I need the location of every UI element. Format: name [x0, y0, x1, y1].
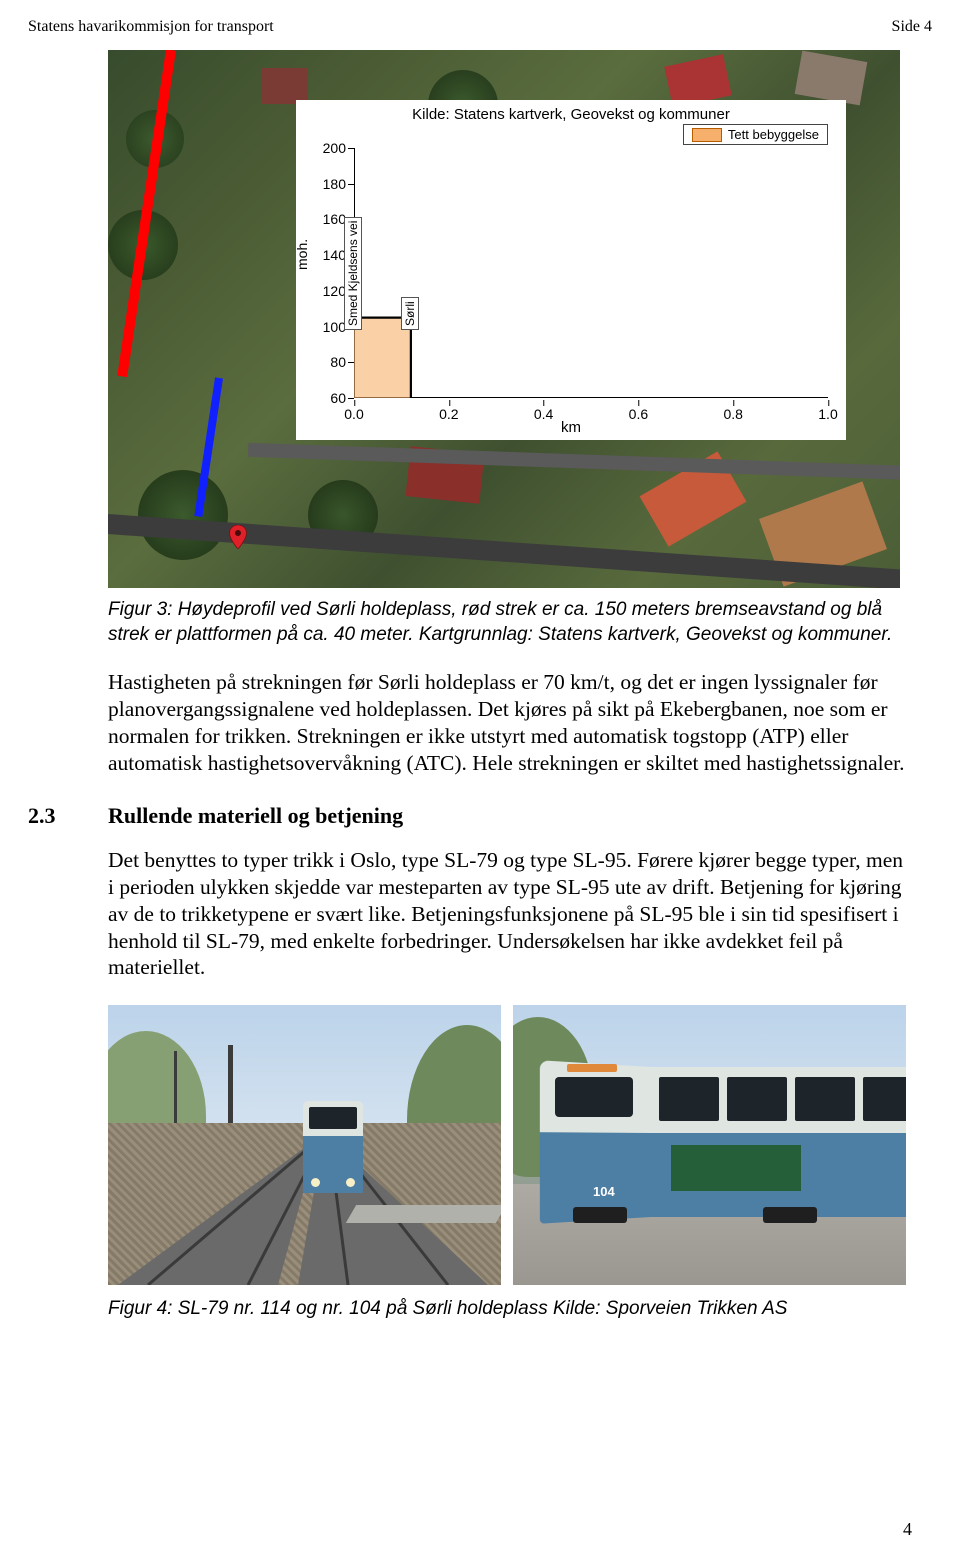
y-tick: 140 [314, 247, 346, 263]
chart-ylabel: moh. [294, 239, 310, 270]
x-tick: 0.0 [344, 406, 363, 422]
chart-xlabel: km [296, 419, 846, 436]
aerial-roof [262, 68, 308, 104]
legend-swatch [692, 128, 722, 142]
x-tick: 0.2 [439, 406, 458, 422]
aerial-map: Kilde: Statens kartverk, Geovekst og kom… [108, 50, 900, 588]
content: Kilde: Statens kartverk, Geovekst og kom… [28, 50, 932, 1322]
header-left: Statens havarikommisjon for transport [28, 18, 274, 36]
chart-legend: Tett bebyggelse [683, 124, 828, 145]
x-tick: 0.6 [629, 406, 648, 422]
figure-3: Kilde: Statens kartverk, Geovekst og kom… [108, 50, 906, 647]
tram-photo-right: 104 [513, 1005, 906, 1285]
tram-photo-left [108, 1005, 501, 1285]
aerial-road [248, 443, 900, 481]
x-tick: 1.0 [818, 406, 837, 422]
paragraph-rolling-stock: Det benyttes to typer trikk i Oslo, type… [108, 847, 906, 981]
y-tick: 100 [314, 319, 346, 335]
paragraph-speed-segment: Hastigheten på strekningen før Sørli hol… [108, 669, 906, 777]
y-tick: 120 [314, 283, 346, 299]
tram-number: 104 [593, 1184, 615, 1199]
y-tick: 180 [314, 176, 346, 192]
map-pin-icon [226, 525, 250, 549]
plot-area: 60801001201401601802000.00.20.40.60.81.0… [354, 148, 828, 398]
page: Statens havarikommisjon for transport Si… [0, 0, 960, 1554]
chart-title: Kilde: Statens kartverk, Geovekst og kom… [296, 106, 846, 123]
header-right: Side 4 [892, 18, 932, 36]
x-tick: 0.4 [534, 406, 553, 422]
figure-3-caption: Figur 3: Høydeprofil ved Sørli holdeplas… [108, 598, 906, 647]
ad-panel [671, 1145, 801, 1191]
bogie [763, 1207, 817, 1223]
page-header: Statens havarikommisjon for transport Si… [28, 18, 932, 36]
elevation-chart: Kilde: Statens kartverk, Geovekst og kom… [296, 100, 846, 440]
tram-sl79-side: 104 [541, 1067, 906, 1217]
y-tick: 80 [314, 354, 346, 370]
section-number: 2.3 [28, 803, 108, 829]
aerial-roof [795, 51, 868, 106]
figure-4-caption: Figur 4: SL-79 nr. 114 og nr. 104 på Sør… [108, 1297, 906, 1322]
y-tick: 160 [314, 211, 346, 227]
aerial-tree [138, 470, 228, 560]
bogie [573, 1207, 627, 1223]
platform [346, 1205, 501, 1223]
station-label: Smed Kjeldsens vei [344, 216, 362, 329]
section-title: Rullende materiell og betjening [108, 803, 403, 829]
legend-label: Tett bebyggelse [728, 127, 819, 142]
section-2-3-heading: 2.3 Rullende materiell og betjening [108, 803, 906, 829]
figure-4-photos: 104 [108, 1005, 906, 1285]
tram-sl79-front [303, 1101, 363, 1193]
page-number: 4 [903, 1519, 912, 1540]
destination-sign [567, 1064, 617, 1072]
profile-line [354, 148, 828, 398]
y-tick: 60 [314, 390, 346, 406]
station-label: Sørli [401, 297, 419, 330]
x-tick: 0.8 [723, 406, 742, 422]
y-tick: 200 [314, 140, 346, 156]
